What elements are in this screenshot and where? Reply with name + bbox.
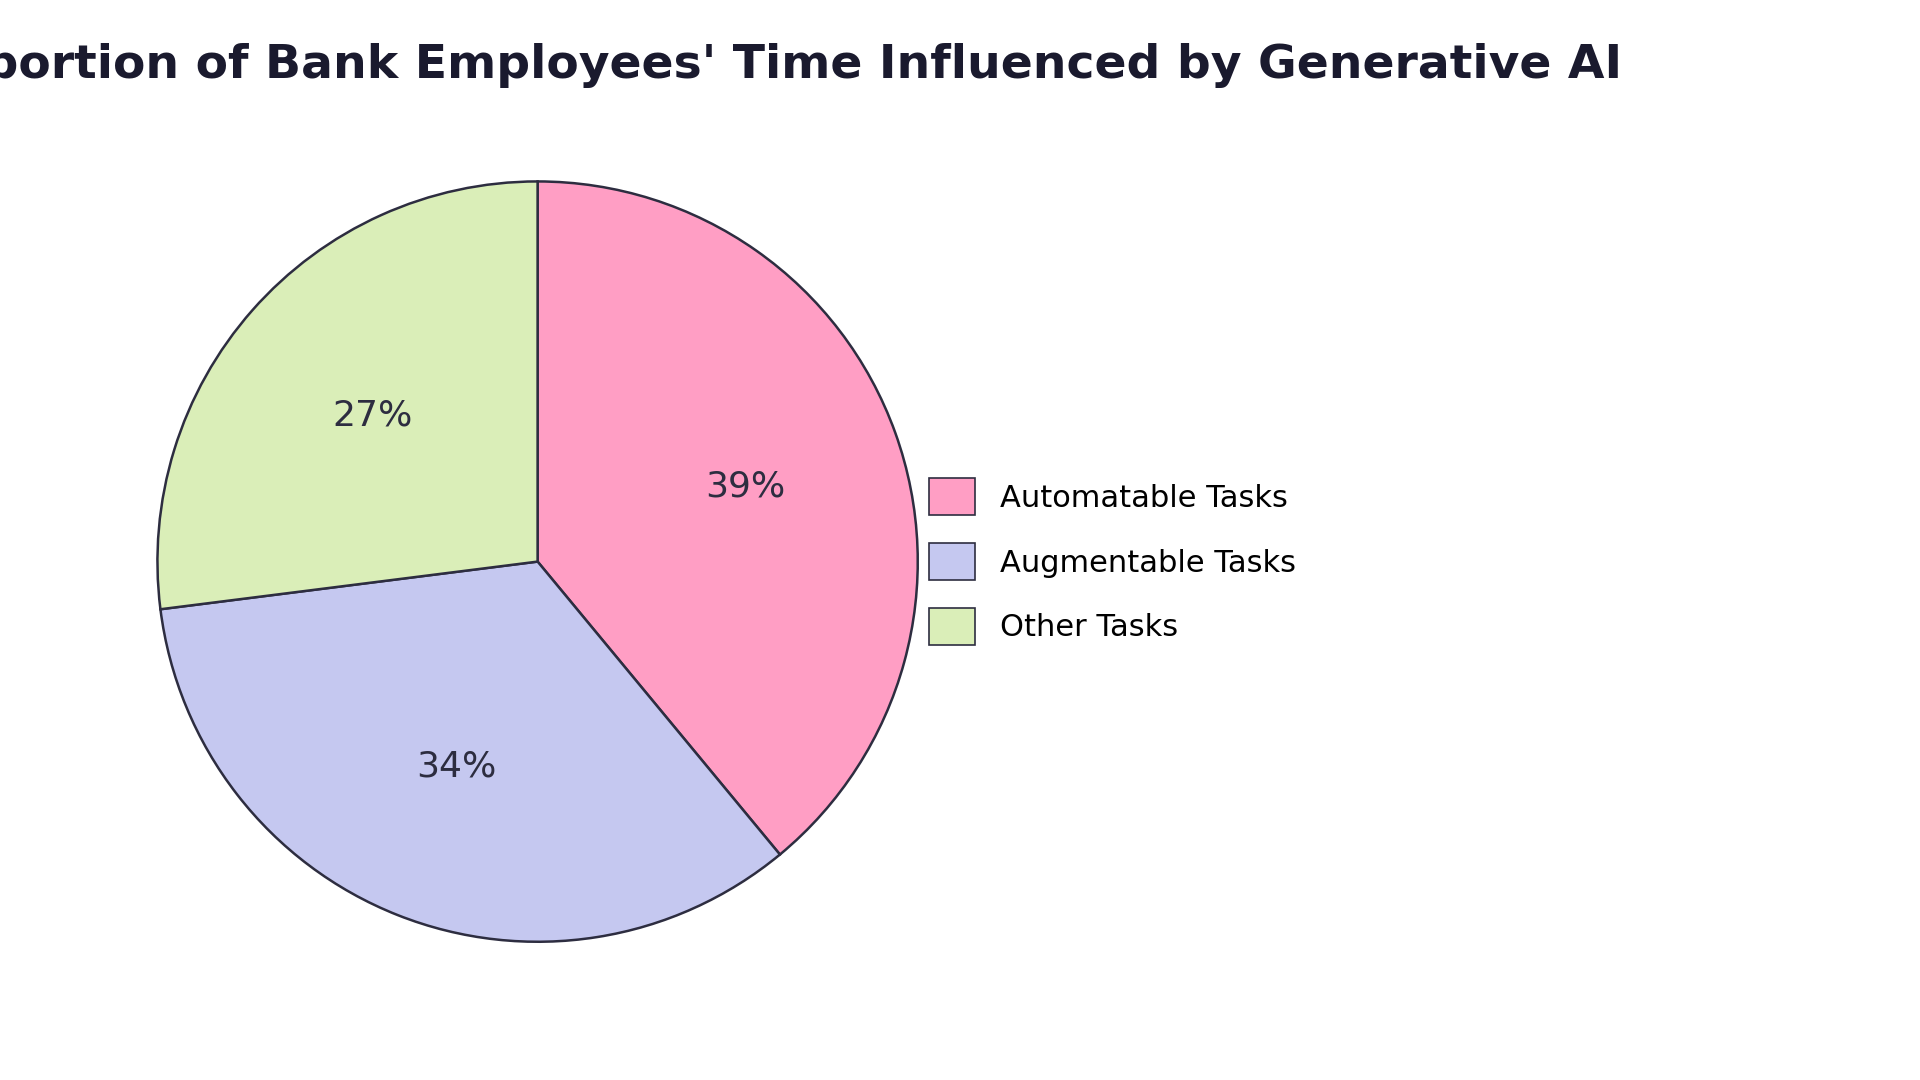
Text: 27%: 27% xyxy=(332,399,413,433)
Wedge shape xyxy=(538,181,918,854)
Legend: Automatable Tasks, Augmentable Tasks, Other Tasks: Automatable Tasks, Augmentable Tasks, Ot… xyxy=(914,463,1311,660)
Text: Proportion of Bank Employees' Time Influenced by Generative AI: Proportion of Bank Employees' Time Influ… xyxy=(0,43,1622,89)
Text: 39%: 39% xyxy=(705,470,785,504)
Text: 34%: 34% xyxy=(417,750,497,784)
Wedge shape xyxy=(161,562,780,942)
Wedge shape xyxy=(157,181,538,609)
